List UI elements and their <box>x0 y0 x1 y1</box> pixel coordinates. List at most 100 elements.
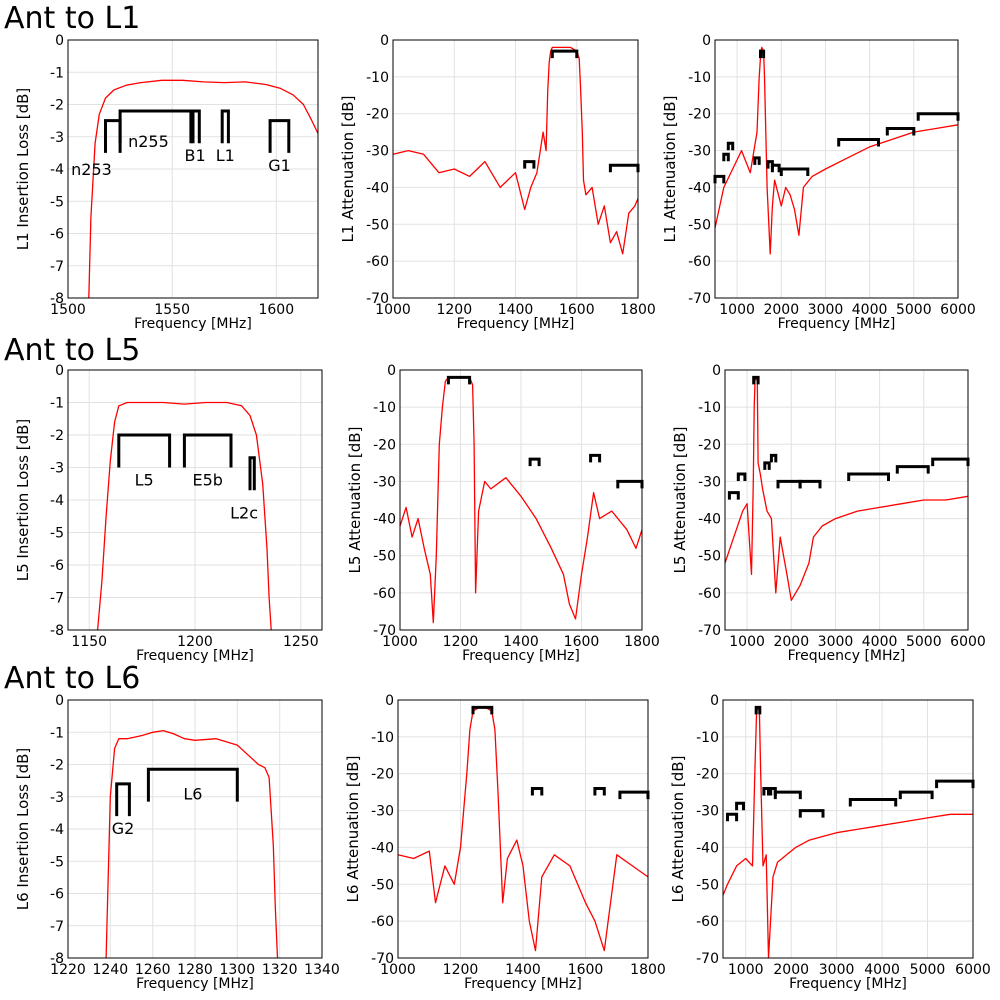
x-tick-label: 2000 <box>773 962 809 978</box>
y-tick-label: -30 <box>366 144 389 160</box>
x-tick-label: 4000 <box>852 302 888 318</box>
x-tick-label: 1250 <box>283 634 319 650</box>
chart-2: 1000 1200 1400 1600 1800 0 -10 -20 -30 -40 -50 -60 -… <box>339 33 656 332</box>
x-tick-label: 1500 <box>50 302 86 318</box>
x-tick-label: 1000 <box>729 634 765 650</box>
x-tick-label: 1280 <box>177 962 213 978</box>
y-tick-label: -20 <box>366 107 389 123</box>
x-tick-label: 1220 <box>50 962 86 978</box>
y-tick-label: -1 <box>50 65 64 81</box>
y-tick-label: -10 <box>698 400 721 416</box>
x-axis-label: Frequency [MHz] <box>134 316 252 332</box>
y-tick-label: 0 <box>712 363 721 379</box>
band-bracket <box>146 767 239 802</box>
band-bracket <box>182 433 233 468</box>
y-axis-label: L5 Insertion Loss [dB] <box>14 419 32 582</box>
x-tick-label: 1400 <box>505 962 541 978</box>
x-tick-label: 3000 <box>808 302 844 318</box>
chart-4: 1150 1200 1250 0 -1 -2 -3 -4 -5 -6 -7 -8 Frequency [… <box>14 363 323 664</box>
y-tick-label: -50 <box>696 877 719 893</box>
band-bracket <box>117 433 172 468</box>
spec-mask <box>726 141 735 151</box>
y-tick-label: -5 <box>50 526 64 542</box>
spec-mask <box>550 49 579 59</box>
band-bracket <box>115 782 131 817</box>
spec-mask <box>847 472 890 481</box>
spec-mask <box>848 798 898 807</box>
band-label-l5: L5 <box>135 471 154 490</box>
x-tick-label: 1550 <box>154 302 190 318</box>
spec-mask <box>726 812 739 822</box>
spec-mask <box>798 809 825 818</box>
y-tick-label: -5 <box>50 194 64 210</box>
x-tick-label: 2000 <box>773 634 809 650</box>
x-axis-label: Frequency [MHz] <box>788 648 906 664</box>
y-tick-label: -1 <box>50 725 64 741</box>
x-tick-label: 3000 <box>819 962 855 978</box>
series-line-1 <box>397 706 649 952</box>
y-tick-label: -40 <box>373 512 396 528</box>
y-tick-label: -40 <box>371 840 394 856</box>
x-tick-label: 1260 <box>135 962 171 978</box>
y-tick-label: -50 <box>698 549 721 565</box>
band-label-e5b: E5b <box>192 471 222 490</box>
spec-mask <box>523 160 536 169</box>
x-tick-label: 1200 <box>177 634 213 650</box>
band-label-n255: n255 <box>128 132 169 151</box>
band-label-g2: G2 <box>112 819 135 838</box>
x-tick-label: 1800 <box>620 302 656 318</box>
spec-mask <box>752 375 760 385</box>
y-tick-label: -3 <box>50 790 64 806</box>
x-axis-label: Frequency [MHz] <box>789 976 907 992</box>
x-tick-label: 1200 <box>443 634 479 650</box>
y-tick-label: -10 <box>373 400 396 416</box>
y-tick-label: -30 <box>688 144 711 160</box>
series-line-1 <box>88 79 319 299</box>
chart-6: 1000 2000 3000 4000 5000 6000 0 -10 -20 -30 -40 -50… <box>671 363 986 664</box>
y-tick-label: -70 <box>371 951 394 967</box>
x-tick-label: 6000 <box>950 634 986 650</box>
spec-mask <box>471 705 494 715</box>
spec-mask <box>593 787 606 796</box>
y-axis-label: L6 Insertion Loss [dB] <box>14 748 32 911</box>
y-tick-label: -2 <box>50 758 64 774</box>
y-tick-label: -50 <box>688 217 711 233</box>
y-tick-label: -7 <box>50 919 64 935</box>
y-tick-label: 0 <box>385 693 394 709</box>
spec-mask <box>776 479 802 489</box>
y-tick-label: -60 <box>366 254 389 270</box>
band-label-g1: G1 <box>268 156 291 175</box>
y-tick-label: -70 <box>366 291 389 307</box>
spec-mask <box>770 163 781 173</box>
y-axis-label: L5 Attenuation [dB] <box>671 427 689 574</box>
x-tick-label: 1320 <box>262 962 298 978</box>
y-tick-label: -50 <box>373 549 396 565</box>
x-tick-label: 6000 <box>940 302 976 318</box>
x-axis-label: Frequency [MHz] <box>464 976 582 992</box>
plot-frame <box>392 39 639 299</box>
chart-7: 1220 1240 1260 1280 1300 1320 1340 0 -1 -2 -3 -4 -5 -… <box>14 693 340 992</box>
y-tick-label: -2 <box>50 428 64 444</box>
x-tick-label: 5000 <box>910 962 946 978</box>
x-tick-label: 5000 <box>896 302 932 318</box>
y-tick-label: -10 <box>688 70 711 86</box>
x-tick-label: 6000 <box>955 962 991 978</box>
y-tick-label: -40 <box>698 512 721 528</box>
y-tick-label: -6 <box>50 227 64 243</box>
y-tick-label: -2 <box>50 98 64 114</box>
y-tick-label: -70 <box>688 291 711 307</box>
spec-mask <box>798 479 822 489</box>
spec-mask <box>735 801 745 811</box>
spec-mask <box>446 375 472 385</box>
series-line-1 <box>392 46 639 255</box>
x-tick-label: 1000 <box>382 634 418 650</box>
x-tick-label: 2000 <box>763 302 799 318</box>
x-tick-label: 1800 <box>624 634 660 650</box>
y-tick-label: -6 <box>50 887 64 903</box>
spec-mask <box>935 779 975 789</box>
x-axis-label: Frequency [MHz] <box>136 648 254 664</box>
y-tick-label: -7 <box>50 259 64 275</box>
x-tick-label: 1000 <box>375 302 411 318</box>
y-tick-label: -40 <box>366 180 389 196</box>
x-tick-label: 1600 <box>564 634 600 650</box>
